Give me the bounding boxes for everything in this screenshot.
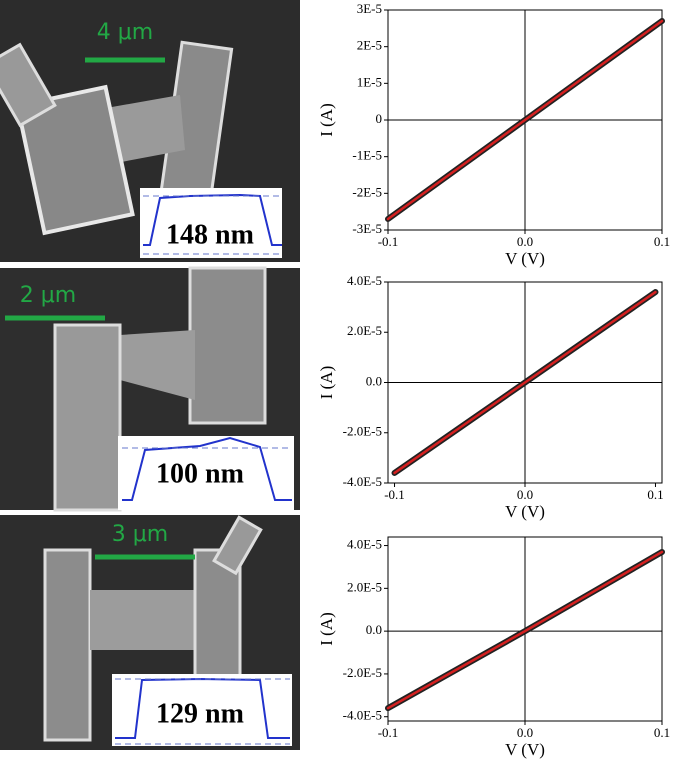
thickness-label: 129 nm: [156, 698, 244, 729]
scale-bar-label: 2 μm: [20, 283, 76, 308]
y-tick-label: 2.0E-5: [347, 323, 382, 338]
y-tick-label: 3E-5: [357, 1, 382, 16]
y-tick-label: -4.0E-5: [343, 474, 382, 489]
thickness-label: 100 nm: [156, 458, 244, 489]
y-tick-label: -3E-5: [352, 221, 382, 236]
y-tick-label: 0.0: [366, 373, 382, 388]
y-tick-label: 4.0E-5: [347, 537, 382, 552]
x-tick-label: -0.1: [378, 725, 399, 740]
scale-bar-label: 3 μm: [112, 522, 168, 547]
y-tick-label: 0: [376, 111, 383, 126]
y-axis-label: I (A): [317, 103, 336, 137]
y-tick-label: -2E-5: [352, 184, 382, 199]
scale-bar-label: 4 μm: [97, 20, 153, 45]
x-tick-label: 0.0: [517, 487, 533, 502]
series-line: [386, 19, 664, 221]
y-tick-label: -2.0E-5: [343, 424, 382, 439]
x-tick-label: -0.1: [384, 487, 405, 502]
y-axis-label: I (A): [317, 366, 336, 400]
y-tick-label: 0.0: [366, 622, 382, 637]
y-tick-label: -2.0E-5: [343, 665, 382, 680]
y-tick-label: 4.0E-5: [347, 273, 382, 288]
x-tick-label: 0.1: [654, 234, 670, 249]
x-tick-label: -0.1: [378, 234, 399, 249]
x-tick-label: 0.1: [654, 725, 670, 740]
x-axis-label: V (V): [505, 249, 545, 268]
y-tick-label: -4.0E-5: [343, 708, 382, 723]
x-axis-label: V (V): [505, 502, 545, 521]
series-line: [393, 290, 657, 475]
x-tick-label: 0.1: [647, 487, 663, 502]
series-line: [386, 550, 664, 710]
y-axis-label: I (A): [317, 612, 336, 646]
y-tick-label: 2E-5: [357, 38, 382, 53]
sem-image: 4 μm 148 nm: [0, 0, 300, 262]
y-tick-label: 1E-5: [357, 74, 382, 89]
thickness-label: 148 nm: [166, 219, 254, 250]
sem-image: 3 μm 129 nm: [0, 515, 300, 750]
y-tick-label: 2.0E-5: [347, 579, 382, 594]
x-axis-label: V (V): [505, 740, 545, 759]
x-tick-label: 0.0: [517, 725, 533, 740]
y-tick-label: -1E-5: [352, 148, 382, 163]
sem-image: 2 μm 100 nm: [0, 266, 300, 512]
x-tick-label: 0.0: [517, 234, 533, 249]
